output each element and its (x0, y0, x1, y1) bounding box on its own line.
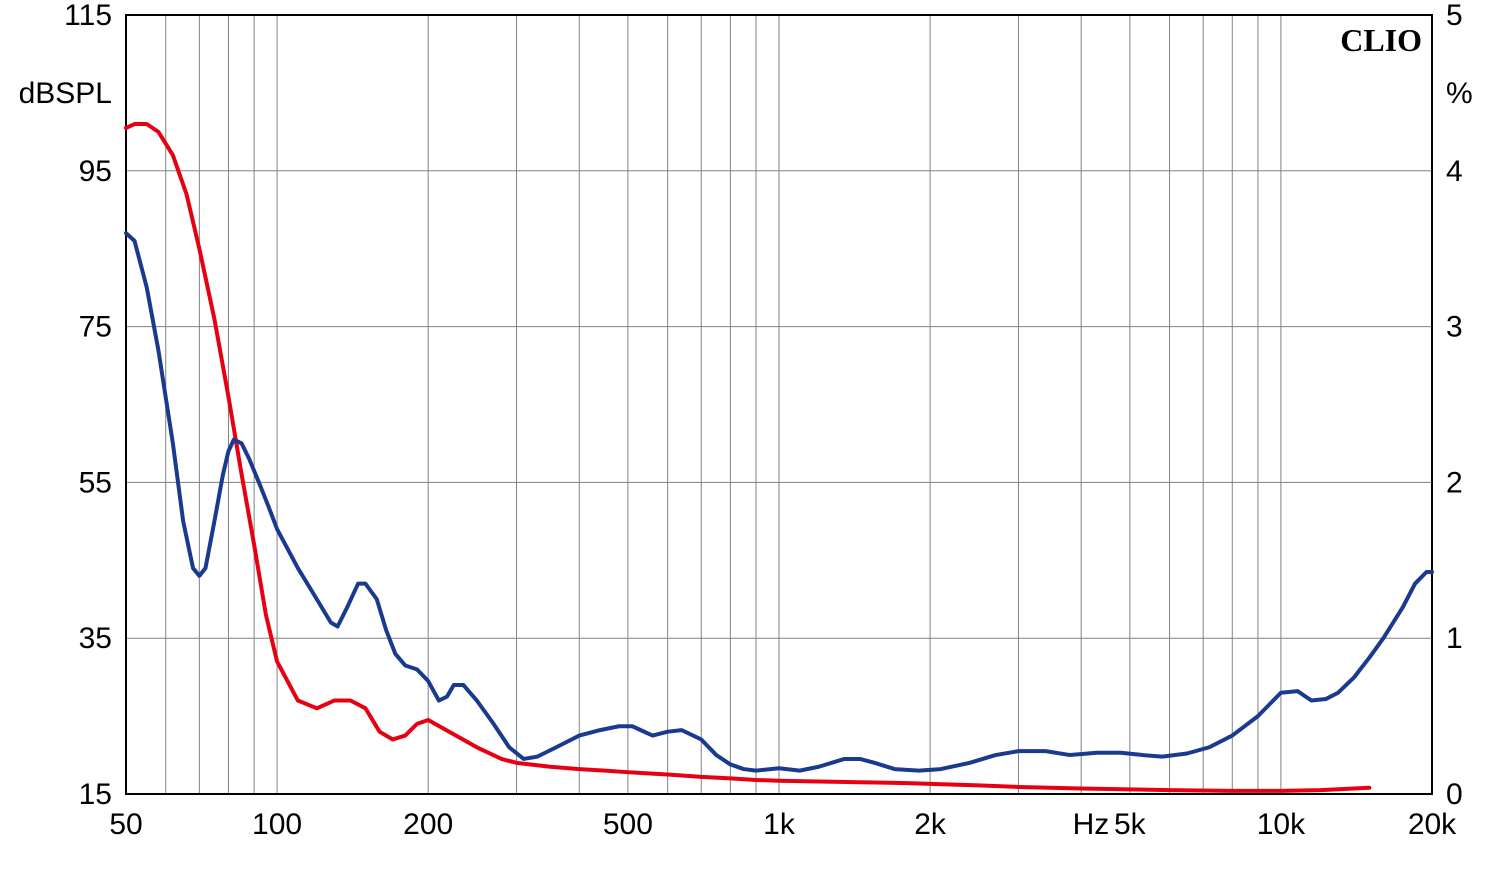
x-tick-label: 20k (1408, 808, 1457, 841)
y-right-tick-label: 1 (1446, 622, 1463, 655)
y-right-tick-label: 5 (1446, 0, 1463, 32)
x-tick-label: 5k (1114, 808, 1147, 841)
y-left-unit-label: dBSPL (19, 77, 112, 110)
y-left-tick-label: 35 (79, 622, 112, 655)
y-left-tick-label: 75 (79, 311, 112, 344)
y-right-unit-label: % (1446, 77, 1473, 110)
x-tick-label: 2k (914, 808, 947, 841)
x-tick-label: 50 (109, 808, 142, 841)
x-tick-label: 100 (252, 808, 302, 841)
x-tick-label: 10k (1257, 808, 1306, 841)
y-left-tick-label: 95 (79, 155, 112, 188)
y-left-tick-label: 115 (64, 0, 112, 32)
x-tick-label: 1k (763, 808, 796, 841)
y-right-tick-label: 0 (1446, 778, 1463, 811)
y-right-tick-label: 2 (1446, 466, 1463, 499)
watermark: CLIO (1340, 22, 1422, 58)
y-right-tick-label: 4 (1446, 155, 1463, 188)
x-tick-label: 500 (603, 808, 653, 841)
frequency-response-chart: 15 35 55 75 95 115 dBSPL 0 1 2 3 4 5% 50 100 200 500 1k 2k… (0, 0, 1500, 886)
y-left-tick-label: 15 (79, 778, 112, 811)
y-right-tick-label: 3 (1446, 311, 1463, 344)
x-unit-label: Hz (1073, 808, 1110, 841)
y-left-tick-label: 55 (79, 466, 112, 499)
x-tick-label: 200 (403, 808, 453, 841)
